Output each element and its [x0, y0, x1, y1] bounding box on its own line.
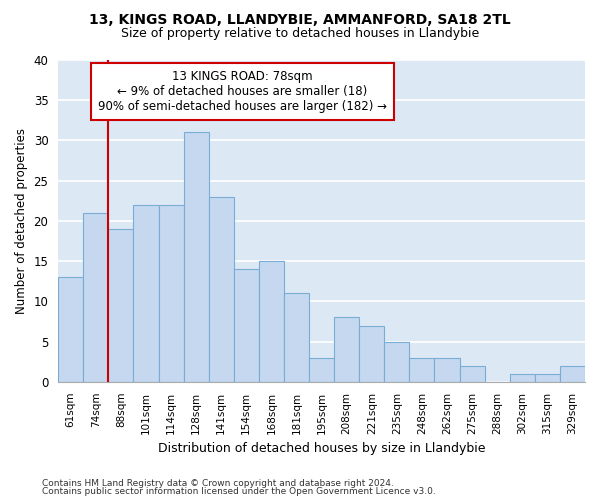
Bar: [309, 358, 334, 382]
Bar: [259, 261, 284, 382]
Text: Contains public sector information licensed under the Open Government Licence v3: Contains public sector information licen…: [42, 487, 436, 496]
Text: 13 KINGS ROAD: 78sqm
← 9% of detached houses are smaller (18)
90% of semi-detach: 13 KINGS ROAD: 78sqm ← 9% of detached ho…: [98, 70, 387, 112]
Text: Contains HM Land Registry data © Crown copyright and database right 2024.: Contains HM Land Registry data © Crown c…: [42, 478, 394, 488]
Bar: [560, 366, 585, 382]
Bar: [58, 277, 83, 382]
Bar: [460, 366, 485, 382]
Bar: [209, 197, 234, 382]
Bar: [83, 213, 109, 382]
Bar: [535, 374, 560, 382]
Bar: [133, 205, 158, 382]
Bar: [359, 326, 384, 382]
Bar: [109, 229, 133, 382]
Bar: [334, 318, 359, 382]
Bar: [158, 205, 184, 382]
Bar: [284, 294, 309, 382]
X-axis label: Distribution of detached houses by size in Llandybie: Distribution of detached houses by size …: [158, 442, 485, 455]
Bar: [234, 269, 259, 382]
Text: Size of property relative to detached houses in Llandybie: Size of property relative to detached ho…: [121, 28, 479, 40]
Text: 13, KINGS ROAD, LLANDYBIE, AMMANFORD, SA18 2TL: 13, KINGS ROAD, LLANDYBIE, AMMANFORD, SA…: [89, 12, 511, 26]
Bar: [384, 342, 409, 382]
Bar: [409, 358, 434, 382]
Bar: [434, 358, 460, 382]
Bar: [184, 132, 209, 382]
Bar: [510, 374, 535, 382]
Y-axis label: Number of detached properties: Number of detached properties: [15, 128, 28, 314]
